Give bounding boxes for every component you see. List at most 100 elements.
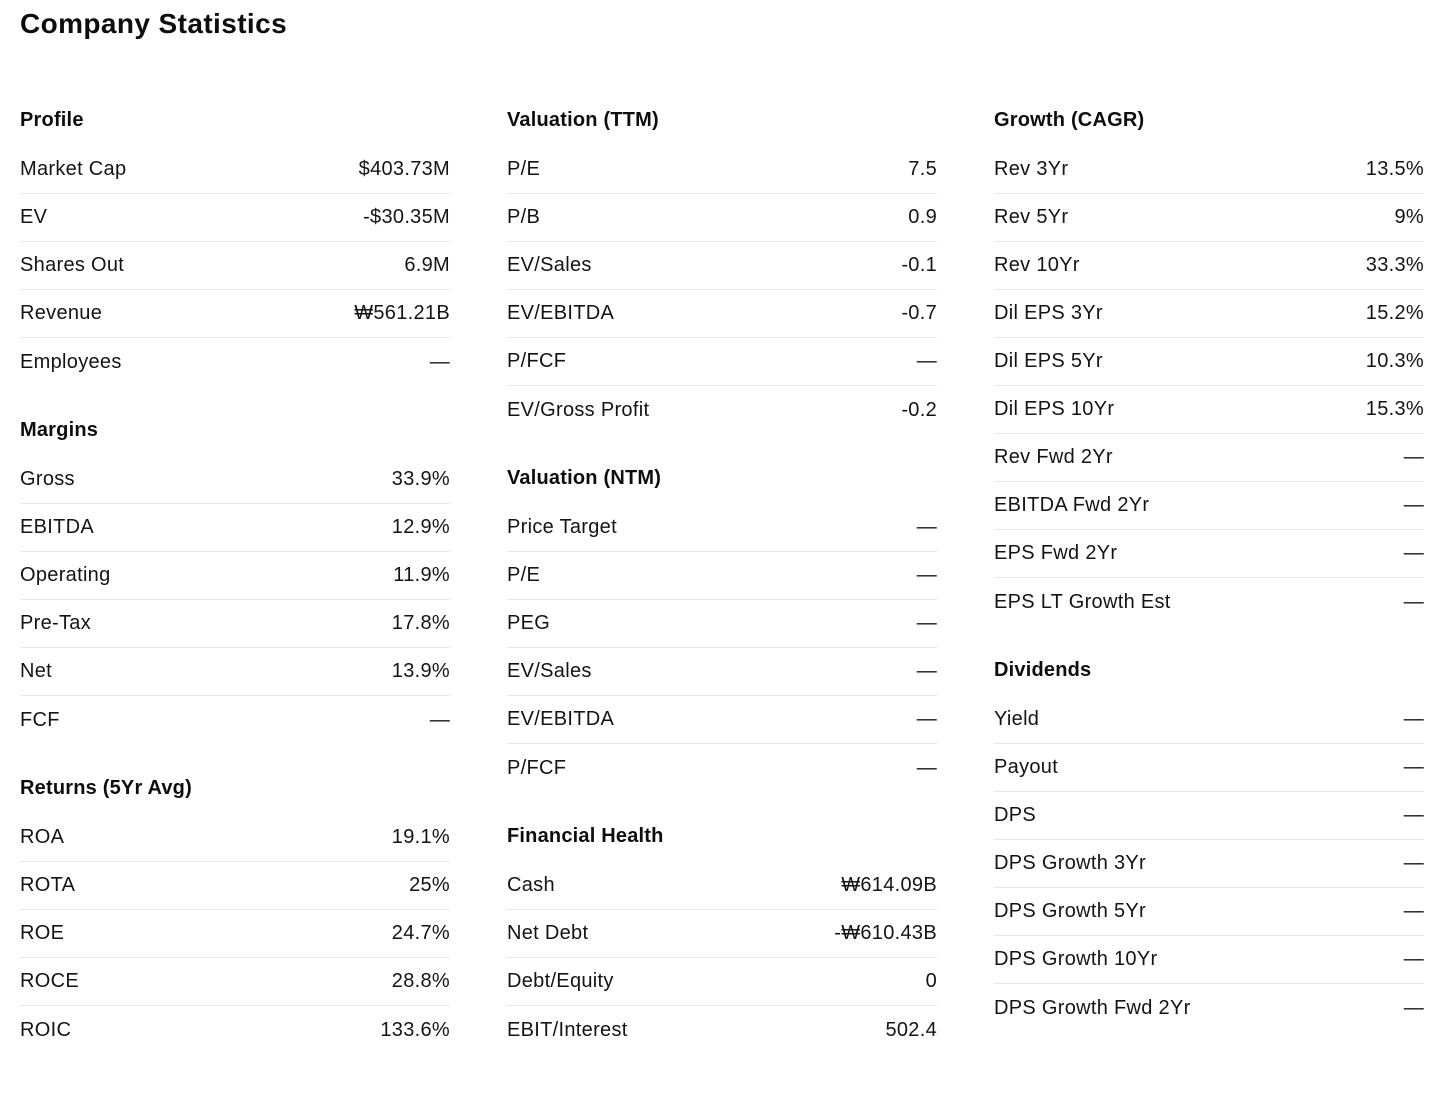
stat-label: Rev 5Yr bbox=[994, 206, 1069, 228]
stats-column-3: Growth (CAGR) Rev 3Yr 13.5% Rev 5Yr 9% Rev 10… bbox=[994, 108, 1424, 1032]
stat-label: EV/Gross Profit bbox=[507, 398, 650, 421]
stat-row-p-fcf: P/FCF — bbox=[507, 744, 937, 792]
stat-row-p-e: P/E — bbox=[507, 552, 937, 600]
stat-value: 502.4 bbox=[885, 1018, 937, 1041]
section-valuation-ttm: Valuation (TTM) P/E 7.5 P/B 0.9 EV/Sales -0.1 E… bbox=[507, 108, 937, 434]
stat-value: -0.7 bbox=[901, 302, 937, 324]
stat-value: — bbox=[429, 708, 450, 731]
stat-label: DPS Growth 3Yr bbox=[994, 852, 1147, 874]
stat-value: 25% bbox=[409, 874, 450, 896]
stat-row-rev-fwd-2yr: Rev Fwd 2Yr — bbox=[994, 434, 1424, 482]
stat-label: Employees bbox=[20, 350, 122, 373]
section-financial-health: Financial Health Cash ₩614.09B Net Debt -₩61… bbox=[507, 824, 937, 1054]
stat-label: Shares Out bbox=[20, 254, 125, 276]
stat-row-roce: ROCE 28.8% bbox=[20, 958, 450, 1006]
stat-row-ev: EV -$30.35M bbox=[20, 194, 450, 242]
stat-row-dil-eps-10yr: Dil EPS 10Yr 15.3% bbox=[994, 386, 1424, 434]
stat-row-eps-lt-growth-est: EPS LT Growth Est — bbox=[994, 578, 1424, 626]
stat-label: EV/EBITDA bbox=[507, 302, 615, 324]
stat-label: EV bbox=[20, 206, 48, 228]
stat-row-ebitda: EBITDA 12.9% bbox=[20, 504, 450, 552]
stat-value: 17.8% bbox=[391, 612, 450, 634]
stat-value: ₩614.09B bbox=[841, 874, 937, 896]
stat-value: 24.7% bbox=[391, 922, 450, 944]
stat-label: Rev Fwd 2Yr bbox=[994, 446, 1113, 468]
stat-row-net-debt: Net Debt -₩610.43B bbox=[507, 910, 937, 958]
stats-columns: Profile Market Cap $403.73M EV -$30.35M Share… bbox=[20, 108, 1456, 1054]
stat-row-ev-ebitda: EV/EBITDA — bbox=[507, 696, 937, 744]
stat-value: 7.5 bbox=[908, 158, 937, 180]
stat-row-dps: DPS — bbox=[994, 792, 1424, 840]
stat-row-ev-ebitda: EV/EBITDA -0.7 bbox=[507, 290, 937, 338]
stat-label: ROA bbox=[20, 826, 65, 848]
section-margins: Margins Gross 33.9% EBITDA 12.9% Operating 11.… bbox=[20, 418, 450, 744]
stat-label: P/E bbox=[507, 564, 541, 586]
stat-row-ebitda-fwd-2yr: EBITDA Fwd 2Yr — bbox=[994, 482, 1424, 530]
stat-value: 9% bbox=[1394, 206, 1424, 228]
stat-value: — bbox=[1403, 590, 1424, 613]
stat-value: -₩610.43B bbox=[834, 922, 937, 944]
section-title-valuation-ntm: Valuation (NTM) bbox=[507, 467, 662, 489]
stat-row-p-fcf: P/FCF — bbox=[507, 338, 937, 386]
stat-row-payout: Payout — bbox=[994, 744, 1424, 792]
stat-label: Net Debt bbox=[507, 922, 589, 944]
stat-value: — bbox=[1403, 900, 1424, 922]
stat-value: -0.2 bbox=[901, 398, 937, 421]
stat-row-employees: Employees — bbox=[20, 338, 450, 386]
stat-row-ebit-interest: EBIT/Interest 502.4 bbox=[507, 1006, 937, 1054]
stat-value: — bbox=[1403, 852, 1424, 874]
stat-row-debt-equity: Debt/Equity 0 bbox=[507, 958, 937, 1006]
stat-value: — bbox=[1403, 756, 1424, 778]
stat-value: 13.5% bbox=[1365, 158, 1424, 180]
section-rows: Gross 33.9% EBITDA 12.9% Operating 11.9% Pre-T… bbox=[20, 456, 450, 744]
stat-row-net: Net 13.9% bbox=[20, 648, 450, 696]
stat-label: ROIC bbox=[20, 1018, 72, 1041]
stat-label: P/B bbox=[507, 206, 541, 228]
stat-row-rev-10yr: Rev 10Yr 33.3% bbox=[994, 242, 1424, 290]
stat-value: 15.3% bbox=[1365, 398, 1424, 420]
section-dividends: Dividends Yield — Payout — DPS — DPS Growth 3Yr… bbox=[994, 658, 1424, 1032]
stat-value: — bbox=[916, 350, 937, 372]
stat-label: P/FCF bbox=[507, 350, 567, 372]
stat-label: Dil EPS 5Yr bbox=[994, 350, 1103, 372]
stat-row-eps-fwd-2yr: EPS Fwd 2Yr — bbox=[994, 530, 1424, 578]
stat-value: 6.9M bbox=[404, 254, 450, 276]
section-returns-5yr-avg: Returns (5Yr Avg) ROA 19.1% ROTA 25% ROE 24.7%… bbox=[20, 776, 450, 1054]
stat-value: — bbox=[429, 350, 450, 373]
stat-label: FCF bbox=[20, 708, 60, 731]
stat-value: $403.73M bbox=[358, 158, 450, 180]
stat-value: — bbox=[1403, 542, 1424, 564]
stat-label: ROTA bbox=[20, 874, 76, 896]
stat-value: — bbox=[916, 516, 937, 538]
stat-value: — bbox=[916, 708, 937, 730]
stat-row-price-target: Price Target — bbox=[507, 504, 937, 552]
stat-row-market-cap: Market Cap $403.73M bbox=[20, 146, 450, 194]
stat-label: Revenue bbox=[20, 302, 103, 324]
stat-row-rota: ROTA 25% bbox=[20, 862, 450, 910]
stat-row-ev-sales: EV/Sales -0.1 bbox=[507, 242, 937, 290]
stat-label: ROCE bbox=[20, 970, 79, 992]
stat-row-dps-growth-5yr: DPS Growth 5Yr — bbox=[994, 888, 1424, 936]
stat-value: 0.9 bbox=[908, 206, 937, 228]
stat-label: Operating bbox=[20, 564, 111, 586]
stats-column-1: Profile Market Cap $403.73M EV -$30.35M Share… bbox=[20, 108, 450, 1054]
stat-row-roe: ROE 24.7% bbox=[20, 910, 450, 958]
stat-value: 0 bbox=[925, 970, 937, 992]
section-title-growth-cagr: Growth (CAGR) bbox=[994, 109, 1145, 131]
stat-label: ROE bbox=[20, 922, 65, 944]
stat-value: 33.3% bbox=[1365, 254, 1424, 276]
stat-row-p-e: P/E 7.5 bbox=[507, 146, 937, 194]
stat-label: P/E bbox=[507, 158, 541, 180]
section-rows: Yield — Payout — DPS — DPS Growth 3Yr — DPS Grow… bbox=[994, 696, 1424, 1032]
stat-label: Market Cap bbox=[20, 158, 127, 180]
stat-label: Cash bbox=[507, 874, 555, 896]
stat-label: DPS Growth 10Yr bbox=[994, 948, 1158, 970]
stat-value: — bbox=[1403, 494, 1424, 516]
stat-row-revenue: Revenue ₩561.21B bbox=[20, 290, 450, 338]
stat-value: 19.1% bbox=[391, 826, 450, 848]
section-rows: Price Target — P/E — PEG — EV/Sales — EV/EBITDA —… bbox=[507, 504, 937, 792]
section-growth-cagr: Growth (CAGR) Rev 3Yr 13.5% Rev 5Yr 9% Rev 10… bbox=[994, 108, 1424, 626]
stat-value: — bbox=[916, 660, 937, 682]
stat-row-fcf: FCF — bbox=[20, 696, 450, 744]
section-title-valuation-ttm: Valuation (TTM) bbox=[507, 109, 659, 131]
